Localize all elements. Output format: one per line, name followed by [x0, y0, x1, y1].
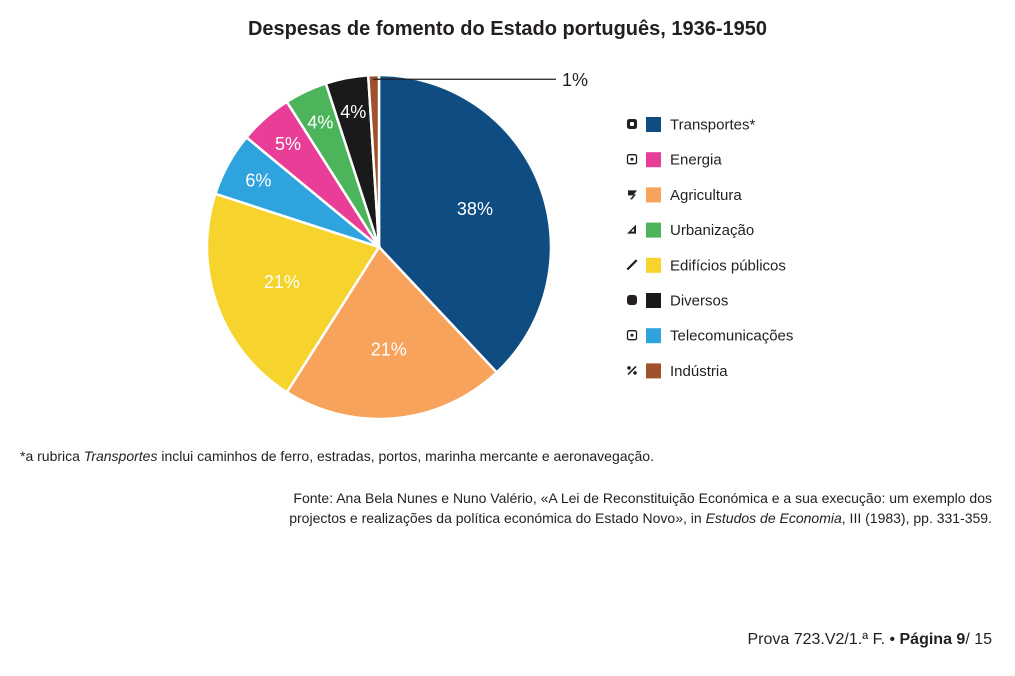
legend-item-diversos: Diversos	[627, 293, 728, 310]
legend-swatch-agricultura	[646, 187, 661, 203]
chart-legend: Transportes* Energia Agricultura Urbanizaçã…	[626, 117, 793, 380]
pie-label-transportes: 38%	[457, 199, 493, 219]
pie-slice-industria	[366, 73, 381, 248]
tilted-parallelogram-icon	[628, 190, 637, 200]
pie-label-telecomunicacoes: 6%	[245, 171, 271, 191]
source-citation: Fonte: Ana Bela Nunes e Nuno Valério, «A…	[180, 488, 992, 528]
legend-item-industria: Indústria	[627, 363, 728, 380]
filled-rounded-square-icon	[627, 295, 637, 305]
pie-label-edificios-publicos: 21%	[264, 272, 300, 292]
callout-line-industria	[373, 78, 556, 81]
legend-label-transportes: Transportes*	[670, 117, 755, 134]
page-footer: Prova 723.V2/1.ª F. • Página 9/ 15	[747, 631, 992, 648]
legend-swatch-industria	[646, 363, 661, 379]
dotted-square-icon	[626, 330, 638, 341]
legend-label-industria: Indústria	[670, 363, 728, 380]
slash-icon	[626, 259, 638, 270]
legend-item-urbanizacao: Urbanização	[627, 222, 754, 239]
source-line-1: Fonte: Ana Bela Nunes e Nuno Valério, «A…	[293, 490, 992, 506]
rounded-square-icon	[627, 119, 637, 129]
legend-label-edificios-publicos: Edifícios públicos	[670, 257, 786, 274]
legend-swatch-diversos	[646, 293, 661, 308]
pie-slice-labels: 38% 21% 21% 6%5% 4% 4% 1%	[245, 70, 588, 359]
pie-label-energia: 5%	[275, 134, 301, 154]
legend-label-diversos: Diversos	[670, 293, 728, 310]
legend-label-telecomunicacoes: Telecomunicações	[670, 328, 793, 345]
pie-label-urbanizacao: 4%	[307, 112, 333, 132]
legend-label-energia: Energia	[670, 152, 722, 169]
pie-slices	[205, 73, 553, 421]
pie-slice-edificios-publicos	[205, 192, 381, 394]
chart-title: Despesas de fomento do Estado português,…	[247, 18, 768, 40]
legend-swatch-energia	[646, 152, 661, 168]
legend-swatch-edificios-publicos	[646, 257, 661, 273]
pie-label-industria: 1%	[562, 70, 588, 90]
legend-swatch-transportes	[646, 117, 661, 132]
footnote: *a rubrica Transportes inclui caminhos d…	[20, 448, 654, 464]
legend-item-telecomunicacoes: Telecomunicações	[626, 328, 793, 345]
triangle-icon	[627, 224, 636, 234]
legend-swatch-telecomunicacoes	[646, 328, 661, 344]
pie-chart: 38% 21% 21% 6%5% 4% 4% 1% Transportes* Energia A…	[205, 70, 793, 421]
pie-label-agricultura: 21%	[371, 340, 407, 360]
pie-slice-agricultura	[285, 244, 499, 421]
legend-item-edificios-publicos: Edifícios públicos	[626, 257, 786, 274]
legend-item-energia: Energia	[626, 152, 722, 169]
source-line-2: projectos e realizações da política econ…	[289, 510, 992, 526]
pie-slice-transportes	[377, 73, 553, 375]
percent-icon	[627, 365, 637, 375]
legend-item-transportes: Transportes*	[627, 117, 755, 134]
legend-label-agricultura: Agricultura	[670, 187, 742, 204]
legend-label-urbanizacao: Urbanização	[670, 222, 754, 239]
dotted-square-icon	[626, 154, 638, 165]
legend-swatch-urbanizacao	[646, 222, 661, 238]
pie-label-diversos: 4%	[340, 102, 366, 122]
legend-item-agricultura: Agricultura	[628, 187, 742, 204]
